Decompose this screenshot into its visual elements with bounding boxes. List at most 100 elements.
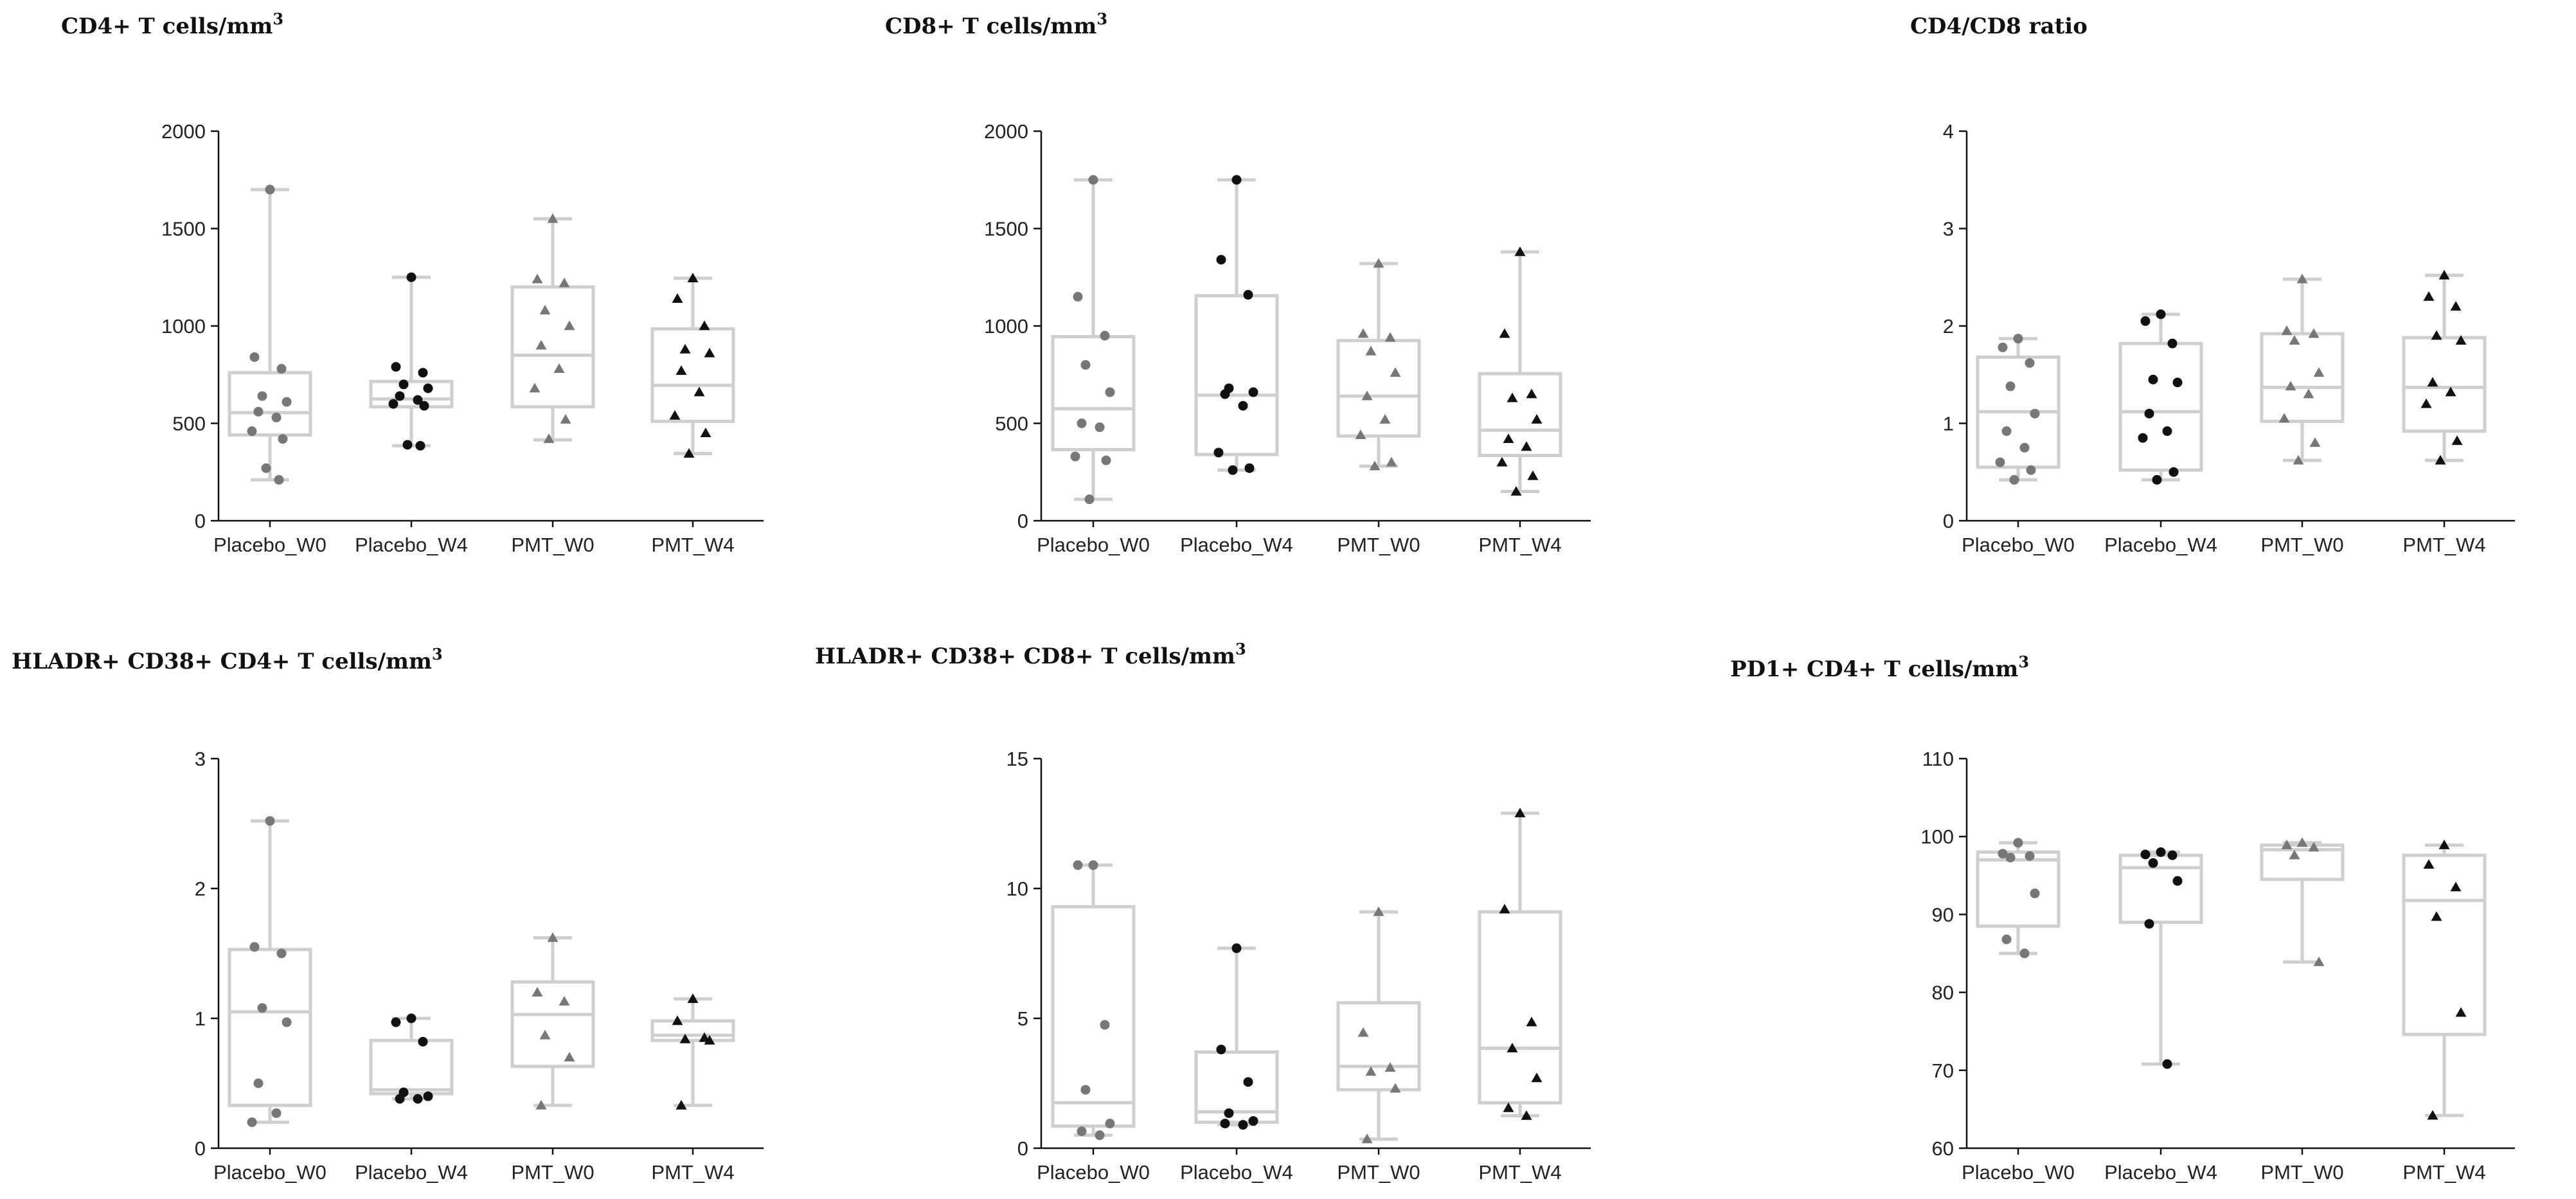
data-point — [2313, 367, 2325, 377]
data-point — [2138, 433, 2148, 443]
data-point — [2435, 455, 2446, 465]
data-point — [2289, 849, 2300, 860]
box-iqr — [2402, 853, 2487, 1036]
chart-title-superscript: 3 — [273, 10, 283, 28]
data-point — [1496, 456, 1508, 467]
category-label: Placebo_W0 — [1037, 1161, 1150, 1184]
box-iqr — [369, 1038, 454, 1095]
data-point — [2162, 426, 2172, 437]
category-label: PMT_W4 — [1478, 1161, 1561, 1184]
data-point — [1243, 290, 1253, 300]
data-point — [679, 1033, 691, 1043]
data-point — [1365, 345, 1377, 356]
data-point — [271, 412, 282, 422]
data-point — [274, 474, 284, 485]
category-label: Placebo_W4 — [355, 1161, 468, 1184]
data-point — [2144, 919, 2154, 929]
y-tick-label: 3 — [1943, 218, 1954, 240]
category-label: PMT_W0 — [511, 1161, 594, 1184]
data-point — [1995, 457, 2005, 467]
data-point — [1384, 332, 1396, 342]
data-point — [418, 368, 428, 378]
box-iqr — [1336, 1001, 1421, 1092]
chart-title-superscript: 3 — [1235, 640, 1246, 658]
y-tick-label: 0 — [1943, 510, 1954, 532]
data-point — [418, 1036, 428, 1047]
box-iqr — [369, 379, 454, 409]
data-point — [535, 339, 547, 350]
data-point — [2303, 388, 2314, 399]
chart-title-text: CD4+ T cells/mm — [61, 14, 273, 39]
data-point — [1216, 255, 1226, 265]
data-point — [271, 1108, 282, 1118]
data-point — [391, 1017, 401, 1027]
y-tick-label: 2 — [1943, 315, 1954, 338]
y-tick-label: 70 — [1932, 1059, 1954, 1082]
data-point — [2025, 851, 2035, 861]
data-point — [1526, 1016, 1537, 1027]
data-point — [1088, 860, 1098, 870]
data-point — [2281, 840, 2293, 849]
data-point — [687, 273, 699, 283]
data-point — [1521, 1110, 1532, 1120]
data-point — [2169, 467, 2179, 477]
data-point — [669, 410, 681, 420]
y-tick-label: 500 — [172, 413, 206, 435]
y-tick-label: 3 — [195, 748, 206, 770]
data-point — [2172, 377, 2183, 388]
data-point — [2162, 1059, 2172, 1069]
data-point — [687, 993, 699, 1004]
box-iqr — [2402, 336, 2487, 433]
data-point — [564, 1052, 575, 1061]
data-point — [1095, 422, 1105, 433]
data-point — [1080, 360, 1091, 370]
data-point — [1390, 1083, 1401, 1093]
data-point — [257, 391, 267, 401]
y-tick-label: 4 — [1943, 120, 1954, 143]
chart-panel-1: CD4+ T cells/mm3 0 500 1000 1500 2000 Placebo_… — [61, 10, 764, 556]
data-point — [1514, 246, 1526, 257]
data-point — [1361, 1133, 1373, 1144]
data-point — [2009, 474, 2019, 485]
data-point — [2308, 328, 2320, 338]
data-point — [249, 942, 260, 952]
data-point — [1073, 292, 1083, 302]
data-point — [1248, 1116, 1258, 1126]
data-point — [2001, 426, 2012, 437]
data-point — [543, 433, 555, 444]
chart-title-superscript: 3 — [432, 645, 443, 663]
data-point — [1095, 1130, 1105, 1140]
data-point — [2431, 330, 2442, 340]
data-point — [2296, 837, 2308, 847]
y-tick-label: 100 — [1920, 825, 1954, 848]
data-point — [398, 379, 409, 390]
box-iqr — [1336, 339, 1421, 438]
data-point — [2019, 442, 2030, 453]
data-point — [2140, 316, 2151, 326]
data-point — [2313, 956, 2325, 966]
box-iqr — [510, 285, 595, 409]
data-point — [672, 1015, 683, 1025]
box-iqr — [228, 948, 312, 1107]
category-label: PMT_W0 — [1337, 534, 1420, 556]
data-point — [2451, 435, 2463, 446]
chart-title-text: HLADR+ CD38+ CD4+ T cells/mm — [12, 649, 432, 674]
data-point — [2289, 335, 2300, 345]
category-label: PMT_W4 — [651, 1161, 734, 1184]
category-label: PMT_W4 — [1478, 534, 1561, 556]
y-tick-label: 0 — [195, 1137, 206, 1160]
data-point — [2427, 1110, 2438, 1120]
data-point — [1365, 1066, 1377, 1076]
data-point — [247, 426, 257, 437]
data-point — [2296, 273, 2308, 284]
y-tick-label: 80 — [1932, 982, 1954, 1004]
data-point — [2309, 437, 2321, 447]
data-point — [278, 434, 288, 444]
data-point — [419, 401, 429, 411]
data-point — [2438, 269, 2450, 280]
data-point — [423, 383, 433, 393]
category-label: Placebo_W4 — [1180, 534, 1293, 556]
data-point — [395, 1094, 405, 1104]
y-tick-label: 2 — [195, 878, 206, 900]
data-point — [539, 305, 551, 315]
